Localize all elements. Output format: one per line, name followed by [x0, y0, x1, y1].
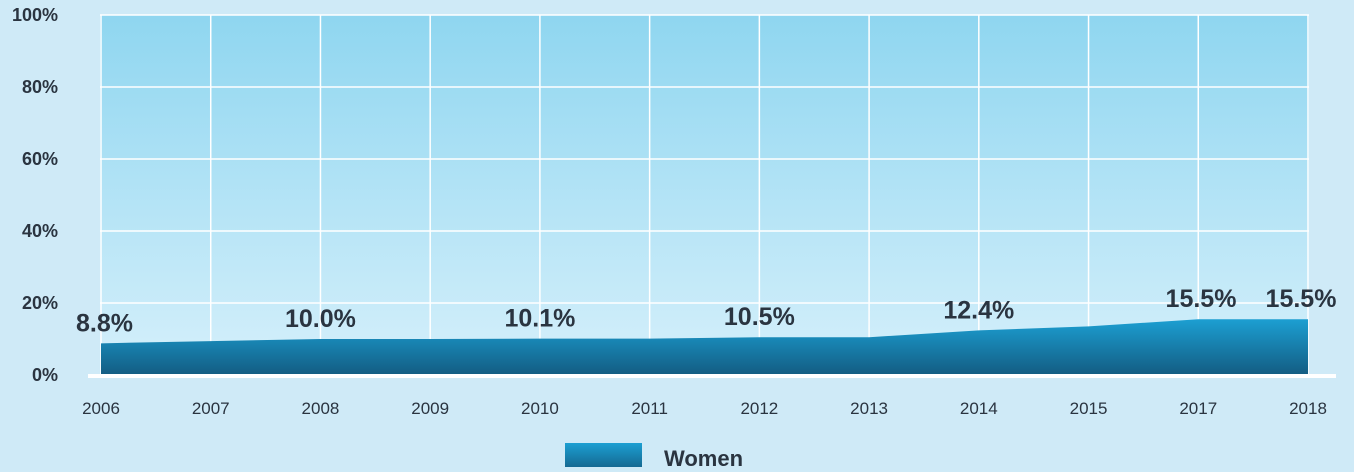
data-label: 10.5%	[724, 303, 795, 331]
y-tick-label: 0%	[32, 365, 58, 385]
x-tick-label: 2007	[192, 399, 230, 418]
x-tick-label: 2012	[740, 399, 778, 418]
data-label: 10.1%	[504, 305, 575, 333]
area-women	[101, 319, 1308, 375]
x-tick-label: 2009	[411, 399, 449, 418]
x-axis: 2006 2007 2008 2009 2010 2011 2012 2013 2014 2015…	[82, 374, 1336, 418]
x-tick-label: 2006	[82, 399, 120, 418]
x-tick-label: 2015	[1070, 399, 1108, 418]
legend: Women	[565, 443, 743, 472]
x-tick-label: 2011	[631, 399, 668, 418]
x-tick-label: 2010	[521, 399, 559, 418]
grid-lines	[100, 14, 1309, 375]
y-tick-label: 20%	[22, 293, 58, 313]
data-labels: 8.8% 10.0% 10.1% 10.5% 12.4% 15.5% 15.5%	[76, 285, 1336, 337]
y-axis: 0% 20% 40% 60% 80% 100%	[12, 5, 58, 385]
x-tick-label: 2013	[850, 399, 888, 418]
series-area-layer	[101, 319, 1308, 375]
legend-label-women: Women	[664, 446, 743, 467]
data-label: 15.5%	[1266, 285, 1337, 313]
x-tick-label: 2014	[960, 399, 998, 418]
x-tick-label: 2017	[1179, 399, 1217, 418]
y-tick-label: 100%	[12, 5, 58, 25]
data-label: 10.0%	[285, 305, 356, 333]
y-tick-label: 60%	[22, 149, 58, 169]
legend-swatch-women	[565, 443, 642, 472]
data-label: 12.4%	[943, 296, 1014, 324]
x-tick-label: 2008	[302, 399, 340, 418]
y-tick-label: 40%	[22, 221, 58, 241]
x-tick-label: 2018	[1289, 399, 1327, 418]
data-label: 15.5%	[1166, 285, 1237, 313]
y-tick-label: 80%	[22, 77, 58, 97]
plot-background	[100, 15, 1309, 375]
data-label: 8.8%	[76, 309, 133, 337]
